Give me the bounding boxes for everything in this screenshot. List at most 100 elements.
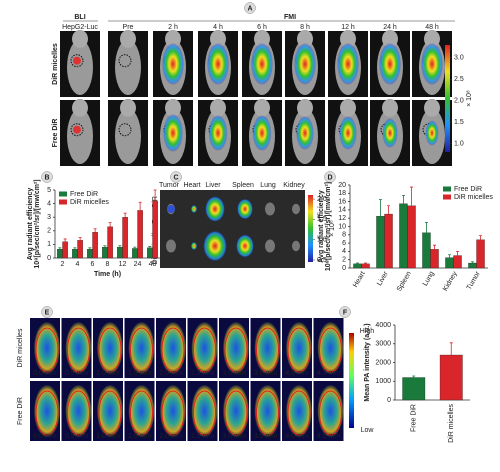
- column-label: 4 h: [213, 24, 223, 31]
- bar: [147, 247, 153, 259]
- y-tick-label: 0: [387, 397, 391, 404]
- panel-badge: [244, 2, 256, 14]
- column-label: 24 h: [383, 24, 397, 31]
- colorbar-label: 3.0: [454, 55, 464, 62]
- y-tick-label: 1000: [375, 378, 391, 385]
- x-tick-label: 8: [106, 261, 110, 268]
- organ: [191, 205, 197, 213]
- panel-badge: [41, 171, 53, 183]
- organ: [265, 239, 275, 253]
- row-label: Free DiR: [52, 119, 59, 148]
- x-tick-label: 2: [61, 261, 65, 268]
- y-axis-label: 10⁸[p/sec/cm²/sr]/[mw/cm²]: [34, 179, 41, 268]
- y-tick-label: 2: [47, 228, 51, 235]
- mouse-head: [424, 29, 440, 48]
- bar: [132, 248, 138, 259]
- y-tick-label: 4: [342, 248, 346, 255]
- mouse-body: [115, 108, 141, 165]
- pa-signal: [65, 385, 92, 437]
- pa-signal: [160, 322, 186, 374]
- error-bar: [410, 186, 414, 206]
- tumor-outline: [70, 123, 84, 137]
- mouse-head: [382, 98, 398, 117]
- bar: [445, 257, 454, 269]
- column-label: 2 h: [168, 24, 178, 31]
- error-bar: [78, 237, 82, 241]
- colorbar-label: 1.5: [454, 119, 464, 126]
- tumor-outline: [67, 327, 90, 373]
- depth-label: 4.0 mm: [285, 370, 309, 377]
- bar: [476, 239, 485, 269]
- depth-label: 3.0 mm: [222, 433, 246, 440]
- organ-label: Kidney: [283, 182, 305, 189]
- depth-label: 1.5 mm: [128, 433, 152, 440]
- x-tick-label: Liver: [376, 270, 390, 287]
- panel-label: C: [173, 174, 178, 181]
- legend-swatch: [59, 191, 67, 197]
- fluorescence: [382, 118, 398, 148]
- pa-signal: [128, 322, 155, 374]
- y-tick-label: 5: [47, 187, 51, 194]
- tumor-outline: [35, 390, 59, 436]
- error-bar: [108, 222, 112, 227]
- bar: [376, 215, 385, 269]
- mouse-head: [297, 98, 313, 117]
- depth-label: 0.5 mm: [65, 433, 89, 440]
- pa-signal: [223, 385, 249, 437]
- panel-badge: [41, 306, 53, 318]
- organ: [203, 230, 227, 262]
- error-bar: [479, 235, 483, 240]
- pa-signal: [191, 385, 218, 437]
- fluorescence: [296, 116, 314, 150]
- bar: [399, 203, 408, 269]
- colorbar-multiplier: × 10⁸: [466, 90, 473, 107]
- error-bar: [148, 246, 152, 248]
- depth-label: 1.5 mm: [128, 370, 152, 377]
- y-tick-label: 12: [338, 215, 346, 222]
- tumor-outline: [35, 327, 59, 373]
- y-tick-label: 3000: [375, 341, 391, 348]
- x-tick-label: DiR micelles: [448, 404, 455, 443]
- bar: [430, 249, 439, 269]
- error-bar: [103, 245, 107, 248]
- scale-label: High: [360, 328, 375, 335]
- depth-label: 3.5 mm: [254, 433, 278, 440]
- x-tick-label: 24: [134, 261, 142, 268]
- panel-badge: [170, 171, 182, 183]
- legend-swatch: [443, 186, 451, 192]
- row-label: Free DiR: [17, 397, 24, 425]
- error-bar: [58, 247, 62, 250]
- tumor-outline: [193, 390, 216, 436]
- organ: [237, 198, 253, 220]
- organ: [292, 203, 300, 215]
- legend-swatch: [443, 194, 451, 200]
- colorbar-label: 2.5: [454, 76, 464, 83]
- mouse-body: [67, 108, 93, 165]
- error-bar: [456, 251, 460, 256]
- scale-label: Low: [361, 427, 375, 434]
- depth-label: 4.5 mm: [317, 433, 341, 440]
- organ: [166, 239, 176, 253]
- pa-signal: [254, 385, 281, 437]
- error-bar: [93, 228, 97, 233]
- colorbar-label: 2.0: [454, 97, 464, 104]
- y-tick-label: 18: [338, 190, 346, 197]
- legend-label: Free DiR: [454, 186, 482, 193]
- pa-signal: [34, 385, 60, 437]
- bar: [402, 377, 426, 401]
- bar: [57, 249, 63, 259]
- tumor-outline: [118, 123, 132, 137]
- mouse-body: [67, 39, 93, 96]
- bar: [137, 210, 143, 259]
- bar: [77, 240, 83, 259]
- tumor-outline: [224, 327, 248, 373]
- error-bar: [387, 205, 391, 215]
- luminescence: [73, 125, 81, 134]
- tumor-outline: [287, 390, 311, 436]
- fluorescence: [337, 42, 359, 86]
- bar: [122, 217, 128, 259]
- error-bar: [447, 254, 451, 258]
- depth-label: 2.5 mm: [191, 370, 215, 377]
- tumor-outline: [256, 390, 279, 436]
- depth-label: 3.0 mm: [222, 370, 246, 377]
